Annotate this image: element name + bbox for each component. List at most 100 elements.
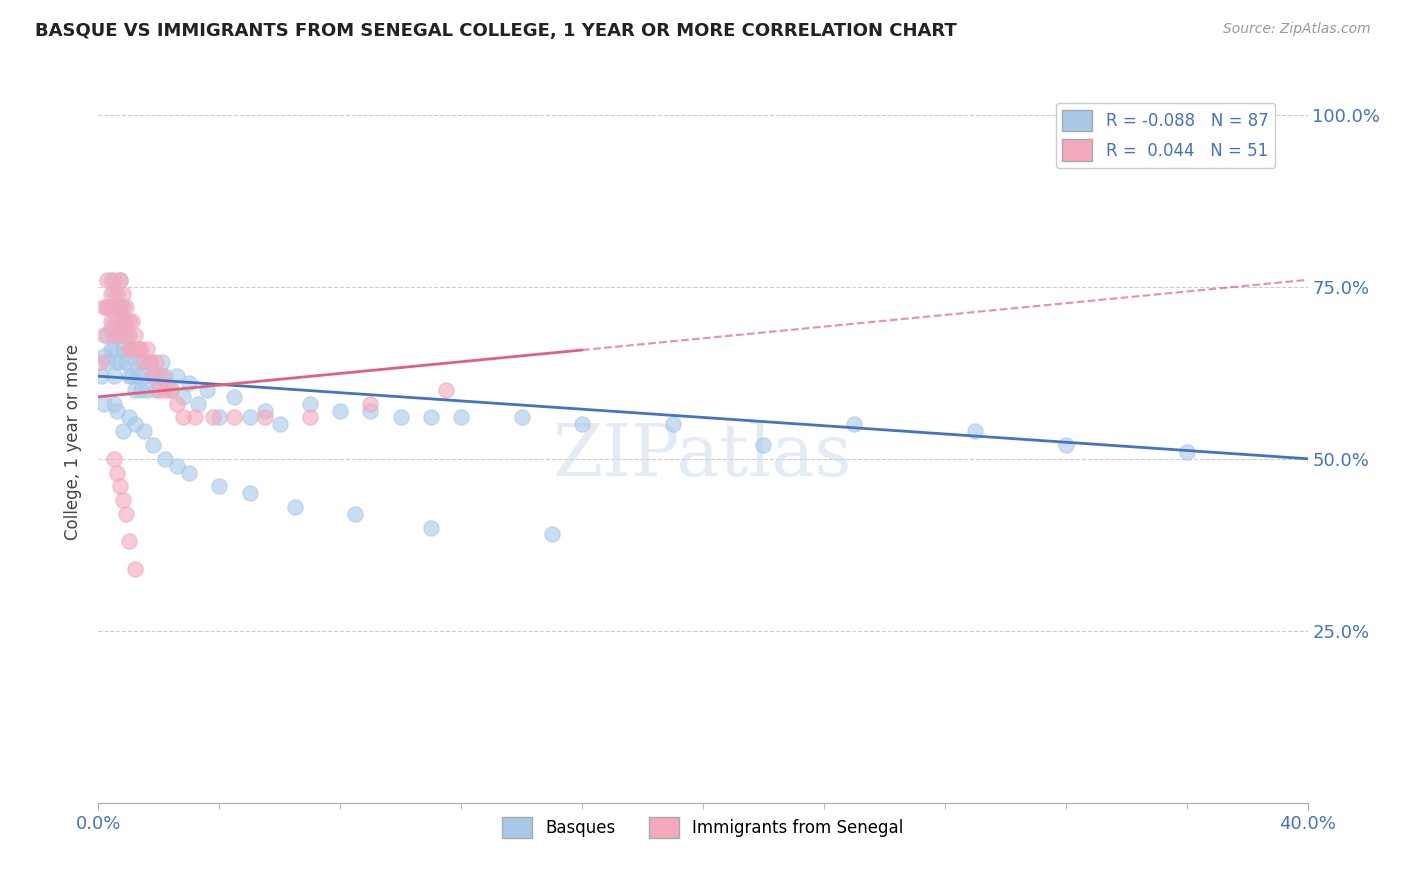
Point bbox=[111, 286, 134, 301]
Point bbox=[108, 327, 131, 342]
Point bbox=[108, 355, 131, 369]
Point bbox=[253, 403, 276, 417]
Point bbox=[108, 327, 131, 342]
Point bbox=[108, 479, 131, 493]
Point bbox=[118, 410, 141, 425]
Point bbox=[96, 301, 118, 315]
Point bbox=[299, 397, 322, 411]
Point bbox=[179, 376, 201, 390]
Point bbox=[105, 403, 128, 417]
Point bbox=[153, 383, 176, 397]
Point bbox=[145, 383, 167, 397]
Point bbox=[148, 369, 170, 384]
Point bbox=[965, 424, 987, 438]
Point bbox=[96, 327, 118, 342]
Point bbox=[145, 355, 167, 369]
Point bbox=[111, 314, 134, 328]
Point bbox=[96, 301, 118, 315]
Point bbox=[208, 479, 231, 493]
Point bbox=[135, 342, 157, 356]
Point bbox=[114, 507, 136, 521]
Point bbox=[124, 417, 146, 432]
Text: BASQUE VS IMMIGRANTS FROM SENEGAL COLLEGE, 1 YEAR OR MORE CORRELATION CHART: BASQUE VS IMMIGRANTS FROM SENEGAL COLLEG… bbox=[35, 22, 957, 40]
Point bbox=[360, 403, 382, 417]
Point bbox=[139, 355, 162, 369]
Point bbox=[1054, 438, 1077, 452]
Point bbox=[100, 321, 122, 335]
Point bbox=[111, 424, 134, 438]
Point bbox=[434, 383, 457, 397]
Point bbox=[166, 397, 188, 411]
Point bbox=[239, 486, 262, 500]
Point bbox=[100, 314, 122, 328]
Point bbox=[103, 327, 125, 342]
Point bbox=[142, 369, 165, 384]
Point bbox=[127, 369, 149, 384]
Point bbox=[127, 342, 149, 356]
Point bbox=[108, 273, 131, 287]
Point bbox=[93, 349, 115, 363]
Point bbox=[150, 369, 173, 384]
Point bbox=[1175, 445, 1198, 459]
Point bbox=[148, 383, 170, 397]
Point bbox=[121, 369, 143, 384]
Point bbox=[132, 424, 155, 438]
Point bbox=[420, 520, 443, 534]
Point bbox=[100, 286, 122, 301]
Point bbox=[420, 410, 443, 425]
Point bbox=[202, 410, 225, 425]
Point bbox=[135, 383, 157, 397]
Point bbox=[103, 369, 125, 384]
Point bbox=[124, 355, 146, 369]
Point bbox=[103, 342, 125, 356]
Point bbox=[121, 314, 143, 328]
Point bbox=[179, 466, 201, 480]
Point bbox=[160, 383, 183, 397]
Point bbox=[132, 369, 155, 384]
Point bbox=[172, 410, 194, 425]
Point bbox=[160, 383, 183, 397]
Point bbox=[571, 417, 593, 432]
Point bbox=[90, 369, 112, 384]
Point bbox=[103, 397, 125, 411]
Y-axis label: College, 1 year or more: College, 1 year or more bbox=[65, 343, 83, 540]
Point bbox=[118, 534, 141, 549]
Point bbox=[142, 369, 165, 384]
Point bbox=[118, 327, 141, 342]
Point bbox=[139, 355, 162, 369]
Point bbox=[100, 342, 122, 356]
Point bbox=[329, 403, 352, 417]
Point bbox=[129, 355, 152, 369]
Point bbox=[114, 301, 136, 315]
Text: Source: ZipAtlas.com: Source: ZipAtlas.com bbox=[1223, 22, 1371, 37]
Point bbox=[389, 410, 412, 425]
Point bbox=[105, 314, 128, 328]
Point bbox=[111, 314, 134, 328]
Point bbox=[93, 301, 115, 315]
Point bbox=[114, 327, 136, 342]
Point bbox=[269, 417, 291, 432]
Point bbox=[105, 301, 128, 315]
Point bbox=[105, 327, 128, 342]
Point bbox=[118, 342, 141, 356]
Point bbox=[224, 390, 246, 404]
Point bbox=[172, 390, 194, 404]
Point bbox=[450, 410, 472, 425]
Point bbox=[114, 355, 136, 369]
Point bbox=[253, 410, 276, 425]
Point bbox=[121, 342, 143, 356]
Point bbox=[100, 273, 122, 287]
Point bbox=[93, 327, 115, 342]
Point bbox=[114, 327, 136, 342]
Point bbox=[111, 342, 134, 356]
Point bbox=[284, 500, 307, 514]
Point bbox=[360, 397, 382, 411]
Point bbox=[153, 369, 176, 384]
Point bbox=[108, 273, 131, 287]
Point bbox=[224, 410, 246, 425]
Point bbox=[752, 438, 775, 452]
Point bbox=[153, 451, 176, 466]
Point bbox=[100, 301, 122, 315]
Point bbox=[124, 383, 146, 397]
Point bbox=[96, 273, 118, 287]
